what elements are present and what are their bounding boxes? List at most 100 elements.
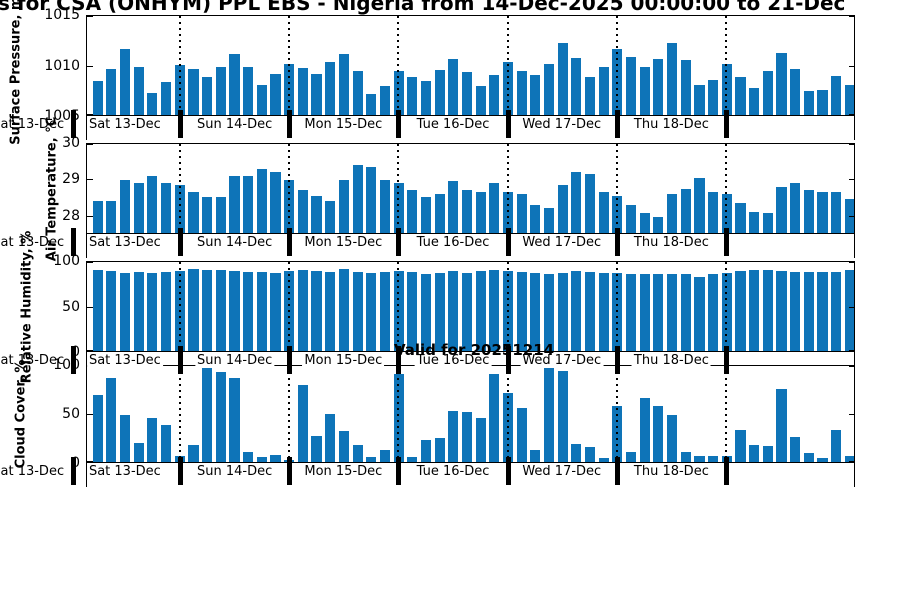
y-tick-mark (87, 461, 93, 462)
x-tick-label: Sun 14-Dec (195, 117, 275, 132)
x-tick-mark (71, 346, 77, 374)
bar (325, 200, 336, 233)
bar (776, 186, 787, 233)
bar (776, 270, 787, 351)
bar (92, 270, 103, 351)
bar (543, 208, 555, 233)
bar (639, 67, 650, 115)
x-tick-label: Tue 16-Dec (414, 464, 492, 479)
figure-title: s for CSA (ONHYM) PPL EBS - Nigeria from… (0, 0, 846, 15)
x-tick-label: Wed 17-Dec (520, 117, 604, 132)
day-boundary-gridline (725, 262, 728, 351)
x-tick-mark (177, 346, 183, 374)
bar (215, 270, 226, 351)
bar (598, 458, 609, 462)
day-boundary-gridline (615, 144, 618, 233)
bar (366, 457, 377, 462)
bar (215, 197, 226, 233)
bar (584, 77, 596, 115)
bar (256, 271, 267, 351)
x-tick-label: Wed 17-Dec (520, 353, 604, 368)
bar (475, 192, 486, 233)
bar (407, 190, 418, 233)
bar (790, 437, 801, 462)
x-tick-mark (177, 228, 183, 256)
day-boundary-gridline (288, 366, 291, 462)
bar (188, 69, 199, 115)
x-tick-label: Thu 18-Dec (631, 464, 711, 479)
x-tick-mark (505, 346, 511, 374)
bar (516, 71, 527, 115)
bar (475, 86, 486, 115)
y-tick-label: 1015 (44, 7, 80, 23)
bar (831, 271, 842, 351)
bar (557, 42, 568, 115)
bar (229, 53, 240, 115)
day-boundary-gridline (506, 16, 509, 115)
bar (379, 450, 390, 462)
bar (694, 177, 705, 233)
y-tick-mark (849, 306, 855, 308)
day-boundary-gridline (178, 262, 181, 351)
bar (844, 270, 854, 351)
bar (571, 57, 582, 115)
bar (543, 63, 555, 115)
day-boundary-gridline (397, 262, 400, 351)
bar (653, 216, 664, 233)
y-tick-mark (849, 350, 855, 351)
bar (270, 172, 281, 233)
bar (461, 190, 473, 233)
bar (530, 204, 541, 233)
x-tick-mark (614, 346, 620, 374)
bar (161, 82, 172, 115)
x-tick-label: Sun 14-Dec (195, 353, 275, 368)
x-tick-mark (287, 457, 293, 485)
bar (516, 271, 527, 351)
bar (790, 271, 801, 351)
x-tick-label: Sun 14-Dec (195, 235, 275, 250)
y-tick-mark (849, 366, 855, 367)
x-tick-mark (724, 110, 730, 138)
bar (366, 94, 377, 115)
bar (571, 443, 582, 462)
day-boundary-gridline (506, 262, 509, 351)
bar (420, 197, 431, 233)
bar (202, 366, 213, 462)
bar (133, 66, 144, 115)
bar (407, 457, 418, 462)
bar (653, 273, 664, 351)
bar (667, 193, 678, 233)
bar (325, 61, 336, 115)
bar (338, 53, 349, 115)
bar (434, 272, 445, 351)
x-tick-mark (287, 228, 293, 256)
bar (270, 272, 281, 351)
bar (106, 378, 117, 462)
y-tick-mark (849, 16, 855, 17)
bar (461, 272, 473, 351)
bar (448, 411, 459, 462)
x-tick-mark (177, 457, 183, 485)
x-tick-label: Mon 15-Dec (302, 235, 385, 250)
bar (749, 270, 760, 351)
x-axis-row-pressure: Sat 13-Dec Sun 14-Dec Mon 15-Dec Tue 16-Dec… (0, 110, 855, 140)
day-boundary-gridline (615, 262, 618, 351)
bar (202, 270, 213, 351)
bar (366, 272, 377, 351)
x-tick-label: Sun 14-Dec (195, 464, 275, 479)
bar (352, 165, 363, 233)
bar (188, 192, 199, 233)
bar (352, 444, 363, 462)
bar (557, 184, 568, 233)
x-tick-mark (71, 110, 77, 138)
bar (667, 42, 678, 115)
x-tick-label: Mon 15-Dec (302, 464, 385, 479)
bar (106, 69, 117, 115)
bar (92, 81, 103, 115)
bar (626, 56, 637, 115)
bar (708, 192, 719, 233)
x-tick-mark (396, 110, 402, 138)
bar (844, 456, 854, 462)
x-tick-label: Mon 15-Dec (302, 117, 385, 132)
